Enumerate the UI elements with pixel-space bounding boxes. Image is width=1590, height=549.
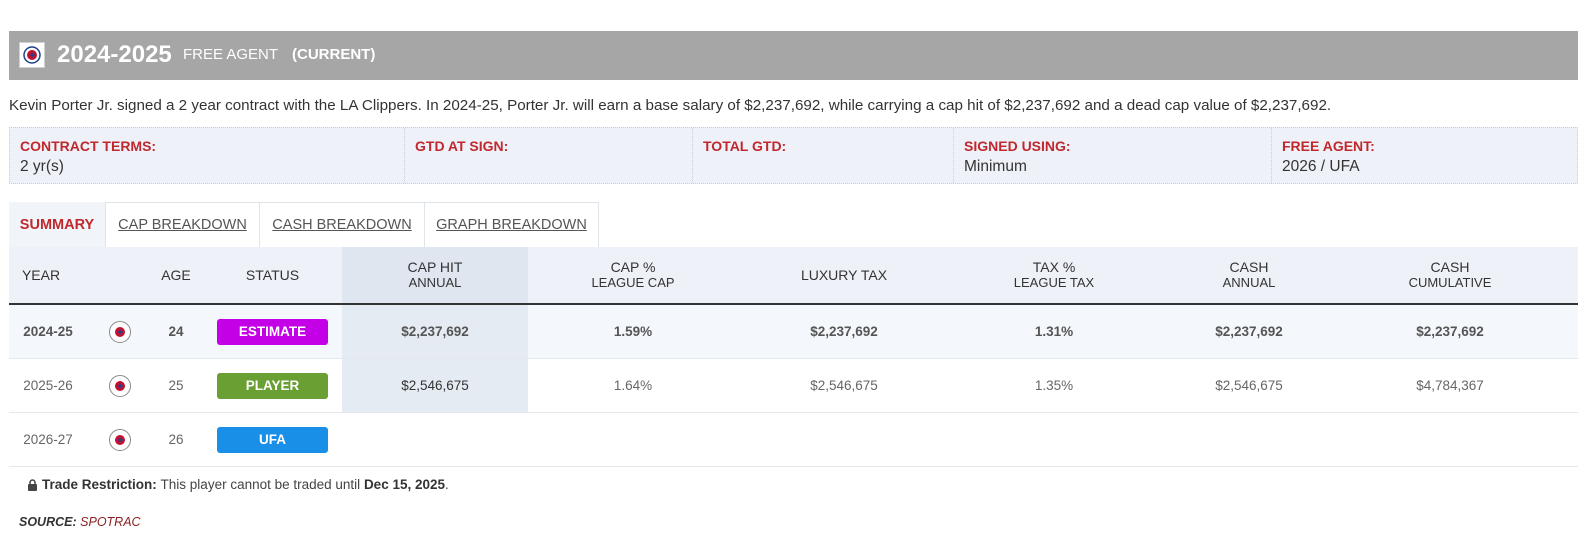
cell-tax-pct: 1.35% (1034, 378, 1074, 393)
restriction-label: Trade Restriction: (42, 477, 157, 492)
clippers-logo-icon (19, 42, 45, 68)
cell-cash: $2,237,692 (1215, 324, 1283, 339)
header-year-label: YEAR (21, 266, 61, 283)
cell-age: 24 (168, 324, 184, 339)
header-cap-pct-sub: LEAGUE CAP (591, 275, 675, 290)
season-title: 2024-2025 (57, 41, 172, 68)
header-cash-sub: ANNUAL (1222, 275, 1276, 290)
term-signed-using: SIGNED USING: Minimum (954, 128, 1272, 183)
term-value: Minimum (964, 158, 1027, 175)
term-contract-terms: CONTRACT TERMS: 2 yr(s) (10, 128, 405, 183)
cell-year: 2025-26 (23, 378, 73, 393)
table-header-row: YEAR AGE STATUS CAP HIT ANNUAL CAP % LEA… (9, 247, 1578, 305)
cell-status: ESTIMATE (217, 305, 328, 358)
contract-summary-table: YEAR AGE STATUS CAP HIT ANNUAL CAP % LEA… (9, 247, 1578, 467)
term-label: FREE AGENT: (1282, 138, 1375, 154)
row-team-logo (107, 305, 133, 358)
cell-cap-pct: 1.64% (613, 378, 653, 393)
cap-hit-highlight (342, 359, 528, 412)
term-label: GTD AT SIGN: (415, 138, 509, 154)
term-value: 2 yr(s) (20, 158, 64, 175)
cell-luxury-tax: $2,237,692 (810, 324, 878, 339)
tab-cash-breakdown[interactable]: CASH BREAKDOWN (259, 202, 425, 247)
term-free-agent: FREE AGENT: 2026 / UFA (1272, 128, 1577, 183)
cell-age: 26 (168, 432, 184, 447)
clippers-logo-icon (109, 320, 131, 343)
cell-tax-pct: 1.31% (1034, 324, 1074, 339)
header-age: AGE (149, 247, 203, 303)
term-value: 2026 / UFA (1282, 158, 1360, 175)
tab-summary[interactable]: SUMMARY (9, 202, 105, 247)
cell-cap-hit: $2,237,692 (401, 324, 469, 339)
source-link[interactable]: SPOTRAC (80, 515, 141, 529)
status-badge: ESTIMATE (217, 318, 328, 345)
header-cash-cum-sub: CUMULATIVE (1408, 275, 1492, 290)
header-cap-hit-label: CAP HIT (407, 259, 463, 275)
row-team-logo (107, 413, 133, 466)
term-label: TOTAL GTD: (703, 138, 787, 154)
term-label: CONTRACT TERMS: (20, 138, 157, 154)
term-gtd-at-sign: GTD AT SIGN: (405, 128, 693, 183)
cell-status: UFA (217, 413, 328, 466)
restriction-text: This player cannot be traded until (160, 477, 361, 492)
header-cash-label: CASH (1229, 259, 1269, 275)
header-status-label: STATUS (245, 266, 300, 283)
cell-cash-cumulative: $4,784,367 (1416, 378, 1484, 393)
contract-header-bar: 2024-2025 FREE AGENT (CURRENT) (9, 31, 1578, 80)
table-row: 2026-27 26 UFA (9, 413, 1578, 467)
contract-description: Kevin Porter Jr. signed a 2 year contrac… (9, 97, 1332, 114)
row-team-logo (107, 359, 133, 412)
clippers-logo-icon (109, 374, 131, 397)
cell-cash-cumulative: $2,237,692 (1416, 324, 1484, 339)
header-cash-cum-label: CASH (1430, 259, 1470, 275)
current-label: (CURRENT) (292, 46, 376, 63)
header-tax-pct-label: TAX % (1032, 259, 1076, 275)
header-tax-pct-sub: LEAGUE TAX (1013, 275, 1095, 290)
tab-graph-breakdown[interactable]: GRAPH BREAKDOWN (424, 202, 599, 247)
contract-terms-box: CONTRACT TERMS: 2 yr(s) GTD AT SIGN: TOT… (9, 127, 1578, 184)
term-total-gtd: TOTAL GTD: (693, 128, 954, 183)
cell-cap-pct: 1.59% (613, 324, 653, 339)
cell-age: 25 (168, 378, 184, 393)
cell-year: 2024-25 (23, 324, 73, 339)
source-label: SOURCE: (19, 515, 77, 529)
status-badge: PLAYER (217, 372, 328, 399)
cell-status: PLAYER (217, 359, 328, 412)
header-year: YEAR (9, 247, 73, 303)
status-badge: UFA (217, 426, 328, 453)
source-credit: SOURCE: SPOTRAC (19, 515, 141, 529)
header-tax-pct: TAX % LEAGUE TAX (950, 247, 1158, 303)
clippers-logo-icon (109, 428, 131, 451)
header-status: STATUS (217, 247, 328, 303)
cell-luxury-tax: $2,546,675 (810, 378, 878, 393)
cell-year: 2026-27 (23, 432, 73, 447)
table-row: 2024-25 24 ESTIMATE $2,237,692 1.59% $2,… (9, 305, 1578, 359)
header-age-label: AGE (161, 266, 191, 283)
cell-cap-hit: $2,546,675 (401, 378, 469, 393)
restriction-date: Dec 15, 2025 (363, 477, 446, 492)
cell-cash: $2,546,675 (1215, 378, 1283, 393)
cap-hit-highlight (342, 305, 528, 358)
tab-cap-breakdown[interactable]: CAP BREAKDOWN (105, 202, 260, 247)
trade-restriction-note: Trade Restriction: This player cannot be… (27, 477, 449, 492)
restriction-end: . (445, 477, 449, 492)
header-luxury-tax-label: LUXURY TAX (800, 266, 888, 283)
table-row: 2025-26 25 PLAYER $2,546,675 1.64% $2,54… (9, 359, 1578, 413)
header-luxury-tax: LUXURY TAX (738, 247, 950, 303)
header-cash-cumulative: CASH CUMULATIVE (1340, 247, 1560, 303)
term-label: SIGNED USING: (964, 138, 1071, 154)
header-cap-pct: CAP % LEAGUE CAP (528, 247, 738, 303)
lock-icon (27, 478, 38, 491)
free-agent-label: FREE AGENT (183, 46, 279, 63)
header-cap-pct-label: CAP % (610, 259, 656, 275)
header-cap-hit-sub: ANNUAL (408, 275, 462, 290)
header-cash: CASH ANNUAL (1158, 247, 1340, 303)
header-cap-hit: CAP HIT ANNUAL (342, 247, 528, 303)
